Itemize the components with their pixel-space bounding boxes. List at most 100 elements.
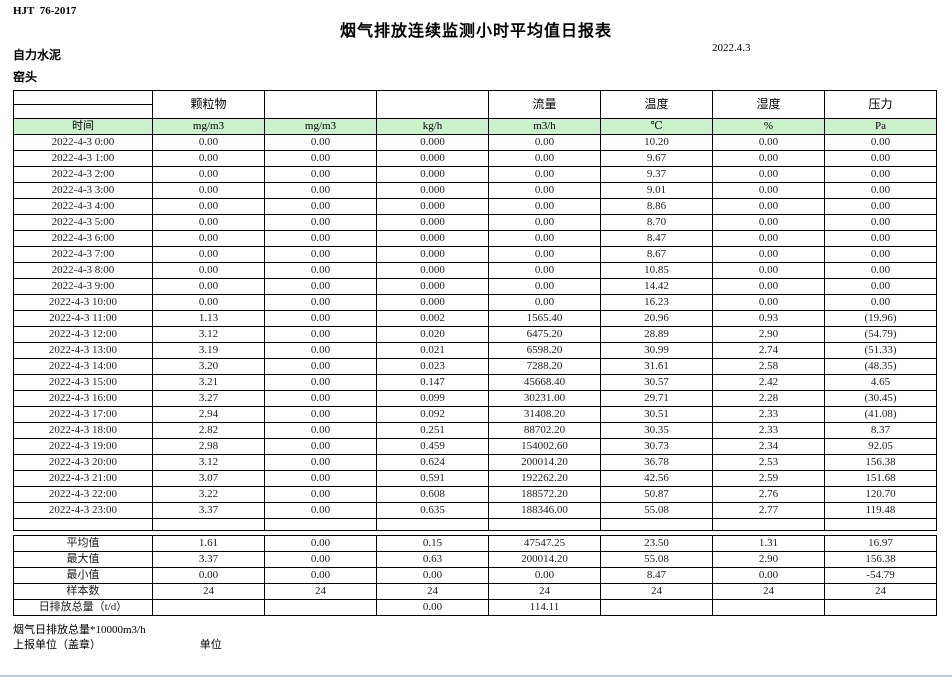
value-cell[interactable]: 1.31 (712, 535, 825, 552)
empty-cell[interactable] (488, 518, 601, 531)
corner-cell-top[interactable] (13, 90, 153, 105)
value-cell[interactable]: 200014.20 (488, 454, 601, 471)
value-cell[interactable]: 7288.20 (488, 358, 601, 375)
value-cell[interactable]: 1.13 (152, 310, 265, 327)
value-cell[interactable]: 0.00 (264, 551, 377, 568)
value-cell[interactable]: 2.28 (712, 390, 825, 407)
time-cell[interactable]: 2022-4-3 18:00 (13, 422, 153, 439)
value-cell[interactable]: 0.021 (376, 342, 489, 359)
column-group-header[interactable] (376, 90, 489, 119)
value-cell[interactable]: 188346.00 (488, 502, 601, 519)
time-cell[interactable]: 2022-4-3 21:00 (13, 470, 153, 487)
column-group-header[interactable] (264, 90, 377, 119)
value-cell[interactable]: 16.23 (600, 294, 713, 311)
empty-cell[interactable] (824, 518, 937, 531)
value-cell[interactable]: 0.00 (488, 278, 601, 295)
value-cell[interactable]: 2.90 (712, 326, 825, 343)
value-cell[interactable]: 0.00 (264, 198, 377, 215)
time-cell[interactable]: 2022-4-3 20:00 (13, 454, 153, 471)
value-cell[interactable]: 156.38 (824, 551, 937, 568)
value-cell[interactable]: 0.00 (824, 294, 937, 311)
value-cell[interactable]: (54.79) (824, 326, 937, 343)
value-cell[interactable]: 0.00 (824, 182, 937, 199)
value-cell[interactable]: 3.37 (152, 502, 265, 519)
value-cell[interactable]: 0.00 (264, 326, 377, 343)
value-cell[interactable]: 6475.20 (488, 326, 601, 343)
value-cell[interactable]: 200014.20 (488, 551, 601, 568)
value-cell[interactable]: 0.00 (824, 150, 937, 167)
value-cell[interactable]: 9.01 (600, 182, 713, 199)
value-cell[interactable]: 55.08 (600, 502, 713, 519)
value-cell[interactable]: 0.00 (488, 182, 601, 199)
column-group-header[interactable]: 温度 (600, 90, 713, 119)
value-cell[interactable]: 0.00 (264, 535, 377, 552)
value-cell[interactable] (824, 599, 937, 616)
time-cell[interactable]: 2022-4-3 13:00 (13, 342, 153, 359)
time-cell[interactable]: 2022-4-3 15:00 (13, 374, 153, 391)
value-cell[interactable]: 24 (488, 583, 601, 600)
value-cell[interactable] (152, 599, 265, 616)
empty-cell[interactable] (264, 518, 377, 531)
summary-label-cell[interactable]: 平均值 (13, 535, 153, 552)
empty-cell[interactable] (13, 518, 153, 531)
value-cell[interactable]: 0.00 (152, 182, 265, 199)
value-cell[interactable]: 24 (264, 583, 377, 600)
value-cell[interactable]: 0.00 (712, 150, 825, 167)
time-cell[interactable]: 2022-4-3 23:00 (13, 502, 153, 519)
value-cell[interactable]: 47547.25 (488, 535, 601, 552)
value-cell[interactable]: 0.00 (824, 278, 937, 295)
value-cell[interactable]: 0.099 (376, 390, 489, 407)
value-cell[interactable]: 0.00 (712, 182, 825, 199)
value-cell[interactable]: 0.092 (376, 406, 489, 423)
value-cell[interactable]: 0.00 (264, 422, 377, 439)
value-cell[interactable]: 0.15 (376, 535, 489, 552)
value-cell[interactable]: 92.05 (824, 438, 937, 455)
value-cell[interactable]: 188572.20 (488, 486, 601, 503)
value-cell[interactable]: 2.77 (712, 502, 825, 519)
value-cell[interactable]: 0.00 (712, 262, 825, 279)
value-cell[interactable]: 0.00 (488, 262, 601, 279)
value-cell[interactable]: 88702.20 (488, 422, 601, 439)
empty-cell[interactable] (152, 518, 265, 531)
time-cell[interactable]: 2022-4-3 7:00 (13, 246, 153, 263)
value-cell[interactable]: 0.000 (376, 246, 489, 263)
value-cell[interactable]: 2.58 (712, 358, 825, 375)
value-cell[interactable]: 31408.20 (488, 406, 601, 423)
value-cell[interactable]: 0.000 (376, 214, 489, 231)
summary-label-cell[interactable]: 样本数 (13, 583, 153, 600)
value-cell[interactable]: 0.020 (376, 326, 489, 343)
value-cell[interactable]: 14.42 (600, 278, 713, 295)
time-cell[interactable]: 2022-4-3 0:00 (13, 134, 153, 151)
column-group-header[interactable]: 压力 (824, 90, 937, 119)
value-cell[interactable]: 0.147 (376, 374, 489, 391)
value-cell[interactable]: 0.00 (264, 294, 377, 311)
value-cell[interactable]: 1.61 (152, 535, 265, 552)
empty-cell[interactable] (600, 518, 713, 531)
value-cell[interactable]: 2.98 (152, 438, 265, 455)
value-cell[interactable]: 0.00 (264, 470, 377, 487)
value-cell[interactable]: 42.56 (600, 470, 713, 487)
value-cell[interactable]: 0.00 (824, 134, 937, 151)
value-cell[interactable] (712, 599, 825, 616)
value-cell[interactable]: 0.00 (712, 134, 825, 151)
time-cell[interactable]: 2022-4-3 14:00 (13, 358, 153, 375)
value-cell[interactable]: 2.33 (712, 422, 825, 439)
value-cell[interactable]: 0.00 (488, 134, 601, 151)
value-cell[interactable]: 0.000 (376, 198, 489, 215)
value-cell[interactable]: 0.00 (712, 567, 825, 584)
value-cell[interactable]: 2.34 (712, 438, 825, 455)
value-cell[interactable]: 0.00 (264, 502, 377, 519)
unit-cell[interactable]: mg/m3 (152, 118, 265, 135)
value-cell[interactable]: 0.00 (824, 246, 937, 263)
value-cell[interactable]: 2.94 (152, 406, 265, 423)
value-cell[interactable]: 0.00 (376, 567, 489, 584)
summary-label-cell[interactable]: 最大值 (13, 551, 153, 568)
value-cell[interactable]: 0.624 (376, 454, 489, 471)
value-cell[interactable]: 8.67 (600, 246, 713, 263)
value-cell[interactable]: 4.65 (824, 374, 937, 391)
value-cell[interactable]: 0.00 (376, 599, 489, 616)
value-cell[interactable]: 0.00 (488, 166, 601, 183)
value-cell[interactable]: 0.00 (264, 454, 377, 471)
value-cell[interactable]: 0.00 (264, 406, 377, 423)
value-cell[interactable]: 154002.60 (488, 438, 601, 455)
